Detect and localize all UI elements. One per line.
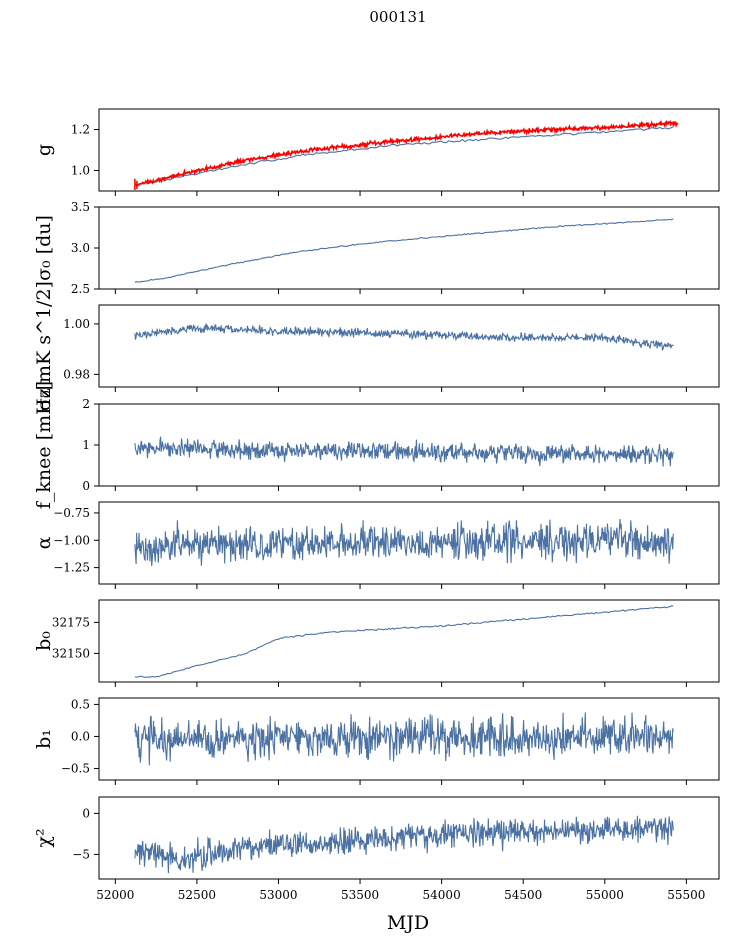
panel-frame-alpha [98, 501, 720, 585]
series-line-b1 [134, 712, 674, 766]
panel-fknee: 0 1 2 f_knee [mHz] [33, 381, 720, 509]
panel-frame-sigma0-mk [98, 304, 720, 388]
y-tick-label-b1: 0.5 [71, 697, 90, 711]
series-line-b0 [134, 605, 674, 678]
panel-chi2: −5 0 χ² [33, 796, 720, 884]
y-tick-label-fknee: 1 [82, 438, 90, 452]
panels: 1.0 1.2 g 2.5 3.0 3.5 σ₀ [du] 0.98 1.00 σ₀[mK s^1… [33, 108, 720, 884]
x-tick-label: 54000 [423, 888, 461, 902]
x-tick-label: 53000 [259, 888, 297, 902]
series-line-alpha [134, 518, 674, 567]
y-tick-label-b0: 32150 [52, 646, 90, 660]
y-tick-label-fknee: 2 [82, 397, 90, 411]
panel-b0: 32150 32175 b₀ [33, 599, 720, 687]
x-axis-label: MJD [387, 912, 429, 934]
y-axis-label-b0: b₀ [33, 631, 55, 651]
panel-alpha: −1.25 −1.00 −0.75 α [33, 501, 720, 589]
series-line-g [134, 126, 674, 186]
figure-title: 000131 [369, 8, 426, 26]
series-line-chi2 [134, 815, 674, 874]
y-tick-label-chi2: 0 [82, 806, 90, 820]
x-tick-label: 52500 [178, 888, 216, 902]
y-axis-label-alpha: α [33, 536, 55, 549]
y-tick-label-b1: −0.5 [61, 761, 90, 775]
x-tick-label: 52000 [96, 888, 134, 902]
series-line-sigma0-du [134, 218, 674, 283]
x-tick-label: 55000 [586, 888, 624, 902]
y-tick-label-b1: 0.0 [71, 729, 90, 743]
x-axis: 52000 52500 53000 53500 54000 54500 55000 55500 [96, 888, 705, 902]
panel-frame-b1 [98, 697, 720, 781]
y-tick-label-alpha: −1.00 [53, 533, 90, 547]
y-tick-label-g: 1.0 [71, 164, 90, 178]
y-tick-label-alpha: −0.75 [53, 506, 90, 520]
y-axis-label-fknee: f_knee [mHz] [33, 381, 55, 509]
y-tick-label-g: 1.2 [71, 123, 90, 137]
panel-frame-b0 [98, 599, 720, 683]
x-tick-label: 54500 [504, 888, 542, 902]
y-tick-label-alpha: −1.25 [53, 561, 90, 575]
overlay-start-spike [134, 178, 138, 190]
y-tick-label-sigma0-mk: 0.98 [63, 367, 90, 381]
y-tick-label-sigma0-du: 3.5 [71, 200, 90, 214]
x-tick-label: 53500 [341, 888, 379, 902]
panel-g: 1.0 1.2 g [33, 108, 720, 196]
y-axis-label-b1: b₁ [33, 729, 55, 749]
y-tick-label-sigma0-du: 3.0 [71, 241, 90, 255]
y-axis-label-sigma0-mk: σ₀[mK s^1/2] [33, 281, 55, 411]
y-tick-label-fknee: 0 [82, 479, 90, 493]
overlay-line-g [134, 119, 679, 189]
panel-sigma0-mk: 0.98 1.00 σ₀[mK s^1/2] [33, 281, 720, 411]
x-tick-label: 55500 [667, 888, 705, 902]
panel-frame-sigma0-du [98, 206, 720, 290]
series-line-fknee [134, 436, 674, 467]
y-tick-label-sigma0-mk: 1.00 [63, 317, 90, 331]
panel-frame-chi2 [98, 796, 720, 880]
panel-frame-g [98, 108, 720, 192]
y-axis-label-chi2: χ² [33, 828, 55, 847]
panel-b1: −0.5 0.0 0.5 b₁ [33, 697, 720, 785]
y-tick-label-sigma0-du: 2.5 [71, 282, 90, 296]
panel-sigma0-du: 2.5 3.0 3.5 σ₀ [du] [33, 200, 720, 296]
y-axis-label-g: g [33, 144, 55, 156]
y-tick-label-b0: 32175 [52, 615, 90, 629]
y-axis-label-sigma0-du: σ₀ [du] [33, 215, 55, 281]
y-tick-label-chi2: −5 [72, 847, 90, 861]
series-line-sigma0-mk [134, 322, 674, 351]
